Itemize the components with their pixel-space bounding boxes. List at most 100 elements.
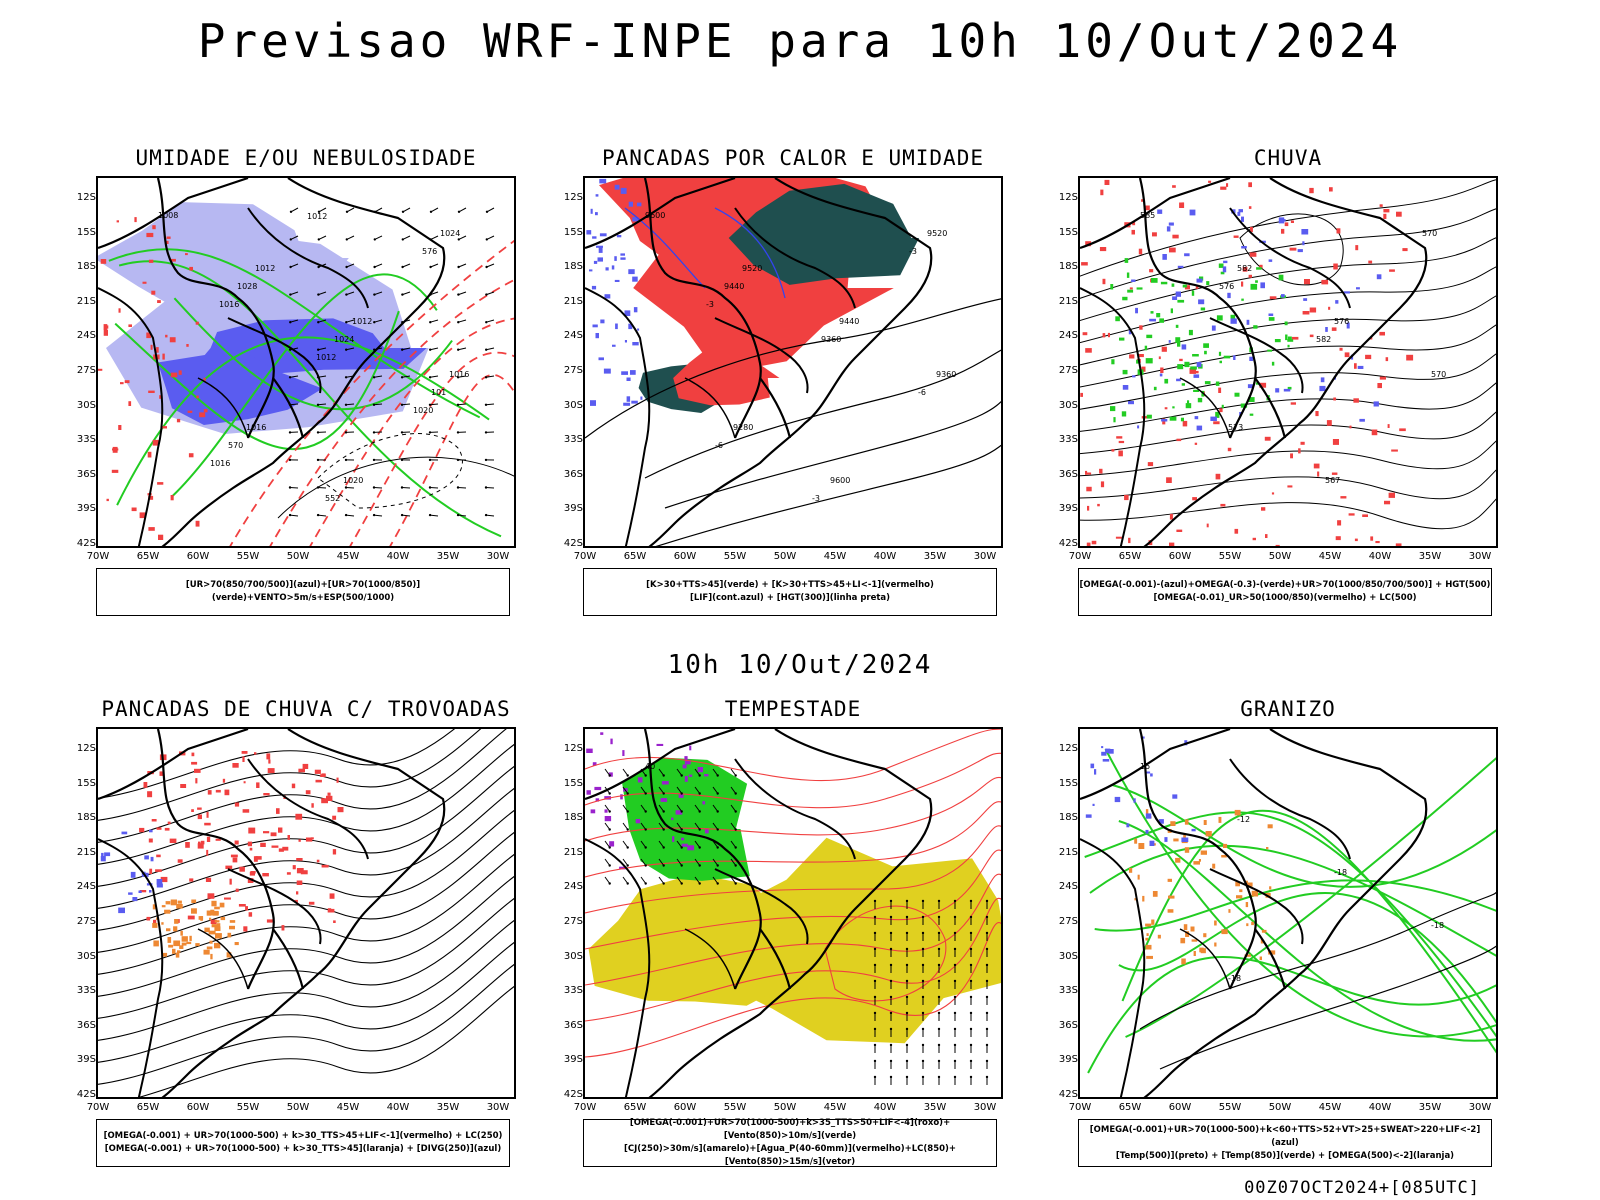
wind-vector [345, 403, 355, 406]
rain-area [1290, 220, 1294, 223]
wind-vector [676, 822, 683, 830]
temp-850-contour [1087, 955, 1496, 1074]
thunderstorm-area [327, 908, 332, 913]
convective-rain-area [191, 899, 197, 903]
rain-area [1181, 202, 1184, 206]
wind-vector-head [680, 864, 683, 867]
omega-500-area [1181, 958, 1186, 965]
omega-area [1177, 265, 1184, 269]
thunderstorm-area [256, 782, 260, 788]
wind-vector [694, 876, 701, 884]
wind-vector-head [953, 1059, 957, 1063]
wind-vector [640, 822, 647, 830]
temp-850-contour [1104, 748, 1496, 1038]
wind-vector-head [889, 995, 893, 999]
wind-vector-head [456, 458, 460, 462]
lat-tick-label: 33S [76, 985, 96, 997]
wind-850-area [622, 757, 750, 881]
red-speckle [162, 353, 165, 360]
contour-value-label: 40 [645, 762, 655, 771]
wind-vector-head [289, 210, 293, 213]
wind-vector-head [344, 376, 348, 379]
hail-area [1101, 746, 1104, 749]
wind-vector-head [969, 899, 973, 903]
wind-vector [486, 263, 495, 268]
wind-vector [712, 804, 719, 812]
wind-vector [318, 514, 327, 517]
rain-heavy-area [1204, 381, 1211, 385]
wind-vector [346, 514, 355, 517]
rain-area [1218, 387, 1222, 393]
thunderstorm-area [262, 873, 269, 877]
rain-area [1141, 366, 1146, 372]
rain-area [1298, 448, 1301, 454]
rain-area [1107, 332, 1110, 338]
wind-vector [486, 347, 495, 351]
wind-vector-head [428, 458, 432, 462]
omega-500-area [1190, 926, 1195, 932]
rain-heavy-area [1150, 311, 1154, 314]
lifted-index-area [598, 247, 603, 253]
height-contour [585, 298, 1001, 439]
wind-vector-head [288, 486, 292, 489]
wind-vector-head [953, 995, 957, 999]
convective-rain-area [168, 944, 174, 948]
wind-vector-head [889, 1075, 893, 1079]
thunderstorm-area [308, 901, 315, 905]
temp-850-contour [1084, 811, 1496, 1038]
red-speckle [118, 308, 121, 313]
thunderstorm-area [139, 890, 147, 893]
lat-tick-label: 21S [1058, 295, 1078, 307]
omega-500-area [1184, 819, 1189, 825]
rain-heavy-area [1190, 366, 1197, 370]
hail-area [1172, 794, 1178, 799]
convective-rain-area [172, 948, 176, 954]
height-contour [644, 349, 1001, 479]
state-border [1229, 758, 1351, 860]
lon-tick-label: 60W [673, 1102, 697, 1113]
humidity-low-contour [114, 310, 400, 450]
lifted-index-contour [624, 207, 786, 299]
lifted-index-area [623, 402, 631, 406]
divergence-area [128, 892, 133, 895]
state-border [1209, 868, 1304, 945]
wind-vector [374, 235, 383, 240]
legend-line: [LIF](cont.azul) + [HGT(300)](linha pret… [689, 593, 891, 603]
omega-area [1283, 219, 1286, 222]
streamline [1080, 353, 1496, 410]
rain-heavy-area [1188, 329, 1193, 336]
convective-rain-area [206, 910, 212, 916]
rain-heavy-area [1274, 339, 1281, 343]
thunderstorm-area [169, 838, 177, 843]
wind-vector-head [644, 774, 647, 777]
wind-vector [712, 840, 719, 848]
thunderstorm-area [205, 877, 212, 882]
rain-area [1147, 462, 1154, 467]
lat-tick-label: 15S [1058, 777, 1078, 789]
wind-vector-head [937, 915, 941, 919]
lat-tick-label: 21S [563, 846, 583, 858]
lat-tick-label: 24S [563, 330, 583, 342]
rain-heavy-area [1250, 283, 1258, 290]
severe-storm-area [604, 816, 612, 822]
thickness-contour [389, 374, 514, 546]
wind-vector-head [953, 899, 957, 903]
wind-vector-head [644, 792, 647, 795]
omega-area [1247, 384, 1254, 389]
wind-vector [401, 487, 411, 489]
contour-value-label: 1012 [316, 353, 336, 362]
wind-vector-head [344, 513, 348, 517]
contour-value-label: 1016 [449, 370, 469, 379]
wind-vector-head [400, 486, 404, 489]
thunderstorm-area [287, 835, 290, 840]
omega-area [1149, 318, 1156, 322]
wind-vector [486, 207, 495, 213]
wind-vector [402, 347, 411, 351]
red-speckle [170, 258, 176, 262]
rain-area [1333, 263, 1338, 270]
legend-line: [OMEGA(-0.001)+UR>70(1000-500)+k>35_TTS>… [629, 1118, 951, 1141]
divergence-area [130, 871, 136, 878]
lifted-index-area [590, 400, 596, 406]
lat-tick-label: 18S [563, 261, 583, 273]
omega-area [1181, 344, 1187, 350]
